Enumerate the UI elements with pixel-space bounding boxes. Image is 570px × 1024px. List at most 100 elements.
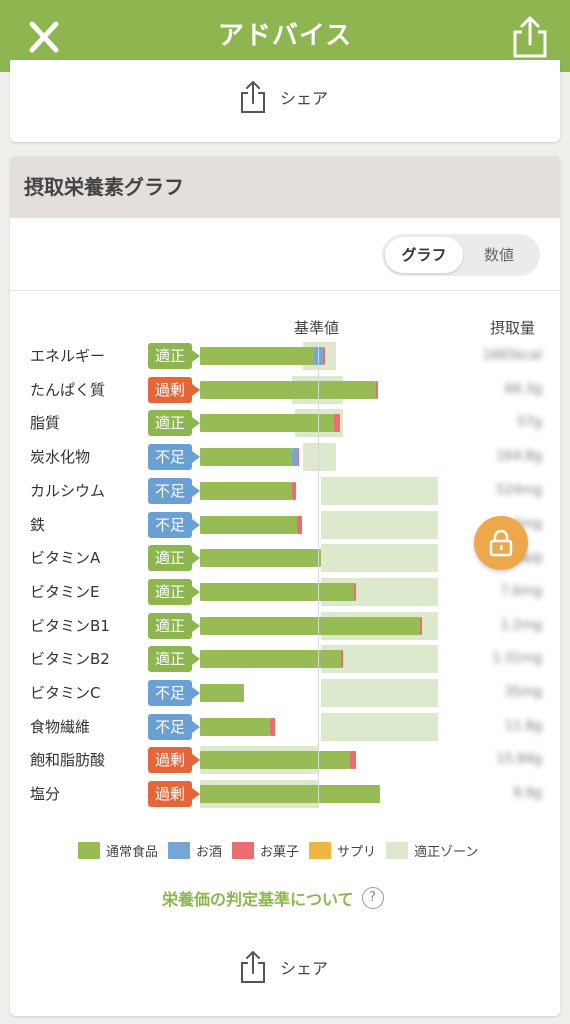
legend-swatch bbox=[78, 841, 100, 859]
help-icon: ? bbox=[361, 887, 384, 909]
criteria-link[interactable]: 栄養価の判定基準について ? bbox=[162, 886, 384, 910]
normal-food-bar bbox=[200, 347, 315, 365]
intake-value: 1.31mg bbox=[492, 651, 542, 666]
nutrient-row: ビタミンC 不足 35mg bbox=[10, 679, 560, 707]
legend-label: 通常食品 bbox=[106, 844, 159, 860]
nutrient-name: ビタミンB2 bbox=[30, 650, 110, 668]
status-badge: 不足 bbox=[148, 444, 200, 470]
intake-value: 35mg bbox=[504, 685, 542, 700]
legend-label: サプリ bbox=[337, 844, 377, 860]
share-button-bottom[interactable]: シェア bbox=[238, 950, 328, 984]
normal-food-bar bbox=[200, 718, 271, 736]
intake-value: 164.8g bbox=[496, 449, 542, 464]
nutrient-row: ビタミンE 適正 7.6mg bbox=[10, 578, 560, 606]
status-badge: 過剰 bbox=[148, 377, 200, 403]
normal-food-bar bbox=[200, 583, 354, 601]
nutrient-row: 飽和脂肪酸 過剰 15.84g bbox=[10, 746, 560, 774]
status-badge: 適正 bbox=[148, 410, 200, 436]
snack-bar bbox=[292, 482, 296, 500]
optimal-zone-bar bbox=[321, 679, 438, 707]
share-label: シェア bbox=[280, 959, 329, 978]
nutrient-name: ビタミンE bbox=[30, 583, 100, 601]
intake-value: 15.84g bbox=[496, 752, 542, 767]
legend-label: お酒 bbox=[196, 844, 223, 860]
snack-bar bbox=[376, 381, 379, 399]
nutrient-name: ビタミンB1 bbox=[30, 617, 110, 635]
normal-food-bar bbox=[200, 684, 244, 702]
legend-swatch bbox=[309, 841, 332, 859]
normal-food-bar bbox=[200, 617, 420, 635]
snack-bar bbox=[334, 414, 340, 432]
nutrient-row: 塩分 過剰 9.9g bbox=[10, 780, 560, 808]
legend-label: 適正ゾーン bbox=[414, 844, 479, 860]
snack-bar bbox=[297, 448, 299, 466]
header-share-icon[interactable] bbox=[508, 14, 552, 60]
snack-bar bbox=[270, 718, 275, 736]
share-label: シェア bbox=[280, 89, 329, 108]
section-header: 摂取栄養素グラフ bbox=[10, 156, 560, 218]
legend-item: サプリ bbox=[309, 841, 376, 860]
nutrient-name: 脂質 bbox=[30, 414, 61, 432]
legend-swatch bbox=[232, 841, 255, 859]
legend-item: お酒 bbox=[168, 841, 222, 860]
normal-food-bar bbox=[200, 482, 293, 500]
nutrient-name: 炭水化物 bbox=[30, 448, 91, 466]
optimal-zone-bar bbox=[321, 511, 438, 539]
share-card: シェア bbox=[10, 60, 560, 142]
status-badge: 不足 bbox=[148, 512, 200, 538]
nutrient-name: エネルギー bbox=[30, 347, 106, 365]
nutrient-name: 塩分 bbox=[30, 785, 61, 803]
legend-label: お菓子 bbox=[260, 844, 300, 860]
share-icon bbox=[241, 951, 265, 983]
nutrient-name: 食物繊維 bbox=[30, 718, 91, 736]
legend: 通常食品 お酒 お菓子 サプリ 適正ゾーン bbox=[78, 840, 548, 860]
nutrient-row: ビタミンB2 適正 1.31mg bbox=[10, 645, 560, 673]
divider bbox=[10, 290, 560, 291]
status-badge: 不足 bbox=[148, 680, 200, 706]
optimal-zone-bar bbox=[321, 713, 438, 741]
nutrient-name: 鉄 bbox=[30, 516, 46, 534]
nutrient-row: 食物繊維 不足 11.8g bbox=[10, 713, 560, 741]
intake-value: 66.3g bbox=[504, 382, 542, 397]
intake-value: 524mg bbox=[496, 483, 542, 498]
nutrient-name: たんぱく質 bbox=[30, 381, 106, 399]
section-title: 摂取栄養素グラフ bbox=[24, 175, 184, 199]
normal-food-bar bbox=[200, 414, 335, 432]
normal-food-bar bbox=[200, 549, 321, 567]
optimal-zone-bar bbox=[321, 477, 438, 505]
nutrient-row: 脂質 適正 57g bbox=[10, 409, 560, 437]
normal-food-bar bbox=[200, 516, 297, 534]
status-badge: 過剰 bbox=[148, 747, 200, 773]
legend-item: 適正ゾーン bbox=[386, 841, 478, 860]
status-badge: 適正 bbox=[148, 613, 200, 639]
nutrient-name: ビタミンC bbox=[30, 684, 101, 702]
snack-bar bbox=[349, 751, 357, 769]
nutrient-name: ビタミンA bbox=[30, 549, 101, 567]
reference-line bbox=[318, 346, 319, 808]
share-icon bbox=[241, 81, 265, 113]
lock-button[interactable] bbox=[474, 516, 528, 570]
alcohol-bar bbox=[292, 448, 298, 466]
share-button-top[interactable]: シェア bbox=[238, 80, 328, 114]
reference-column-header: 基準値 bbox=[294, 319, 340, 337]
nutrient-row: 鉄不足5.6mg bbox=[10, 511, 560, 539]
intake-value: 1665kcal bbox=[482, 348, 542, 363]
lock-icon bbox=[489, 529, 513, 557]
snack-bar bbox=[354, 583, 357, 601]
optimal-zone-bar bbox=[303, 443, 337, 471]
tab-numeric[interactable]: 数値 bbox=[483, 246, 514, 264]
close-icon[interactable] bbox=[24, 20, 64, 54]
nutrient-name: カルシウム bbox=[30, 482, 106, 500]
intake-value: 11.8g bbox=[504, 719, 542, 734]
snack-bar bbox=[323, 347, 326, 365]
snack-bar bbox=[420, 617, 423, 635]
status-badge: 適正 bbox=[148, 343, 200, 369]
nutrient-graph-card: 摂取栄養素グラフ グラフ 数値 基準値 摂取量 エネルギー 適正 1665kcal た… bbox=[10, 156, 560, 1016]
intake-value: 7.6mg bbox=[500, 584, 542, 599]
legend-item: 通常食品 bbox=[78, 841, 158, 860]
legend-swatch bbox=[168, 841, 191, 859]
status-badge: 適正 bbox=[148, 545, 200, 571]
nutrient-row: エネルギー 適正 1665kcal bbox=[10, 342, 560, 370]
tab-graph[interactable]: グラフ bbox=[385, 237, 463, 273]
status-badge: 適正 bbox=[148, 646, 200, 672]
